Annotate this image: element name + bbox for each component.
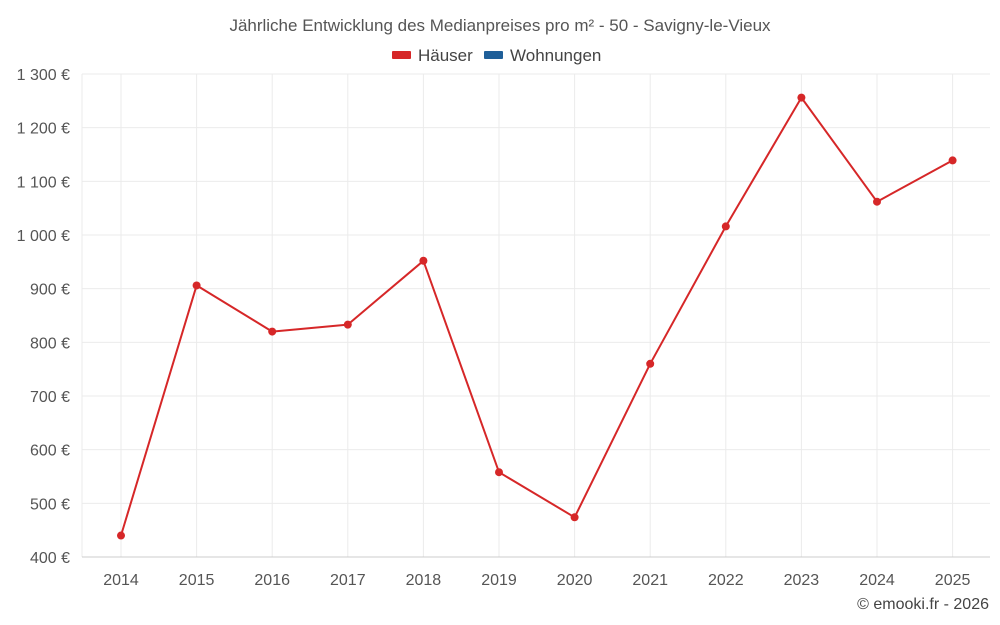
- y-tick-label: 1 100 €: [17, 174, 70, 191]
- credit-text: © emooki.fr - 2026: [857, 596, 989, 613]
- x-tick-label: 2017: [330, 572, 366, 589]
- x-tick-label: 2021: [632, 572, 668, 589]
- y-tick-label: 400 €: [30, 550, 70, 567]
- x-tick-label: 2016: [254, 572, 290, 589]
- legend[interactable]: Häuser Wohnungen: [392, 46, 601, 65]
- data-point-2022[interactable]: [721, 222, 730, 231]
- x-tick-label: 2024: [859, 572, 895, 589]
- x-tick-label: 2025: [935, 572, 971, 589]
- x-axis-labels: 2014 2015 2016 2017 2018 2019 2020 2021 2022 2023…: [103, 572, 970, 589]
- data-point-2024[interactable]: [873, 197, 881, 206]
- data-points: [117, 93, 957, 540]
- chart-title: Jährliche Entwicklung des Medianpreises …: [229, 16, 771, 35]
- y-axis-labels: 400 € 500 € 600 € 700 € 800 € 900 € 1 000 € 1 1…: [17, 67, 70, 567]
- data-point-2017[interactable]: [343, 320, 352, 329]
- y-tick-label: 500 €: [30, 496, 70, 513]
- x-tick-label: 2020: [557, 572, 593, 589]
- data-point-2019[interactable]: [495, 468, 503, 477]
- series-line-houses: [120, 96, 954, 536]
- data-point-2015[interactable]: [192, 281, 201, 290]
- data-point-2025[interactable]: [948, 156, 957, 165]
- data-point-2018[interactable]: [419, 256, 428, 265]
- y-tick-label: 1 000 €: [17, 228, 70, 245]
- legend-item-apartments[interactable]: Wohnungen: [484, 46, 601, 65]
- y-tick-label: 1 200 €: [17, 121, 70, 138]
- legend-item-houses[interactable]: Häuser: [392, 46, 473, 65]
- data-point-2014[interactable]: [117, 531, 125, 540]
- legend-label-apartments: Wohnungen: [510, 46, 601, 65]
- y-tick-label: 1 300 €: [17, 67, 70, 84]
- y-tick-label: 700 €: [30, 389, 70, 406]
- x-tick-label: 2022: [708, 572, 744, 589]
- y-tick-label: 900 €: [30, 282, 70, 299]
- y-tick-label: 800 €: [30, 335, 70, 352]
- x-tick-label: 2015: [179, 572, 215, 589]
- data-point-2021[interactable]: [646, 359, 655, 368]
- y-tick-label: 600 €: [30, 443, 70, 460]
- x-tick-label: 2019: [481, 572, 517, 589]
- legend-swatch-houses: [392, 51, 411, 59]
- x-tick-label: 2023: [784, 572, 820, 589]
- data-point-2023[interactable]: [797, 93, 806, 102]
- data-point-2016[interactable]: [268, 327, 277, 336]
- y-gridlines: [82, 73, 990, 504]
- x-gridlines: [81, 74, 954, 557]
- legend-swatch-apartments: [484, 51, 503, 59]
- data-point-2020[interactable]: [570, 513, 579, 522]
- x-tick-label: 2018: [406, 572, 442, 589]
- x-tick-label: 2014: [103, 572, 139, 589]
- legend-label-houses: Häuser: [418, 46, 473, 65]
